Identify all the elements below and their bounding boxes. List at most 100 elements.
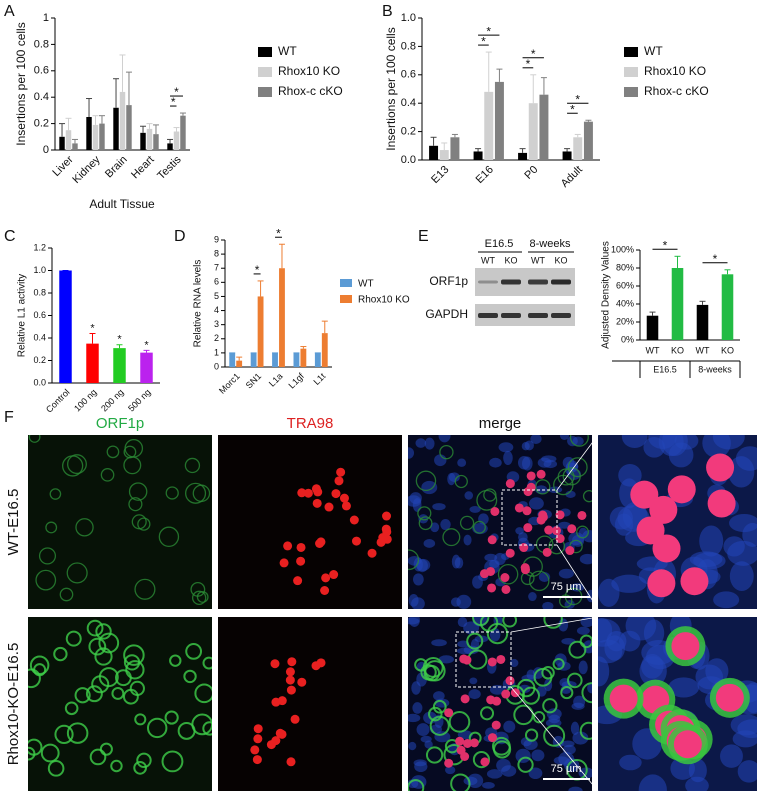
micrograph	[408, 435, 592, 609]
micrograph	[218, 617, 402, 791]
orf1p-cell	[528, 570, 550, 592]
x-tick-label: 500 ng	[126, 387, 153, 414]
bar	[583, 121, 593, 160]
orf1p-cell	[131, 514, 147, 530]
bar	[99, 123, 105, 150]
germ-cell	[334, 476, 344, 486]
germ-cell	[287, 657, 297, 667]
significance-label: *	[526, 57, 531, 71]
germ-cell	[487, 657, 497, 667]
orf1p-cell	[28, 746, 36, 761]
orf1p-cell	[158, 526, 180, 547]
germ-cell	[505, 676, 515, 686]
germ-cell	[303, 488, 313, 498]
micrograph-bg	[28, 435, 212, 609]
bar	[153, 134, 159, 150]
nucleus	[568, 786, 583, 791]
blot-band	[551, 279, 571, 285]
blot-lane-label: KO	[504, 255, 517, 265]
blot-lane-label: WT	[531, 255, 545, 265]
bar	[671, 268, 684, 340]
error-bar	[113, 78, 120, 108]
germ-cell	[286, 757, 296, 767]
orf1p-cell	[128, 482, 148, 501]
orf1p-cell	[85, 685, 103, 703]
error-bar	[257, 280, 264, 297]
orf1p-cell	[100, 468, 115, 482]
germ-cell	[505, 548, 515, 558]
nucleus	[413, 759, 427, 767]
germ-cell	[382, 527, 392, 537]
bar	[528, 103, 538, 160]
y-tick-label: 1	[43, 12, 49, 24]
germ-cell	[329, 570, 339, 580]
germ-cell	[285, 675, 295, 685]
error-bar	[674, 255, 681, 268]
error-bar	[649, 311, 656, 316]
germ-cell	[501, 689, 511, 699]
panel-letter: C	[4, 228, 16, 245]
nucleus	[408, 617, 420, 625]
error-bar	[92, 115, 99, 125]
nucleus	[720, 744, 743, 768]
orf1p-cell	[123, 644, 145, 666]
nucleus	[448, 472, 460, 483]
nucleus	[695, 664, 724, 690]
germ-cell	[500, 573, 510, 583]
germ-cell	[311, 484, 321, 494]
germ-cell	[567, 524, 577, 534]
nucleus	[412, 573, 424, 586]
orf1p-cell	[38, 547, 57, 565]
orf1p-cell	[535, 479, 551, 495]
bar	[300, 348, 307, 367]
germ-cell	[444, 708, 454, 718]
zoom-line	[510, 616, 599, 633]
channel-label: merge	[479, 415, 522, 432]
nucleus	[415, 438, 427, 448]
germ-cell	[320, 586, 330, 596]
legend-swatch	[258, 67, 272, 77]
nucleus	[412, 702, 423, 714]
error-bar	[564, 148, 571, 152]
nucleus	[579, 553, 592, 565]
nucleus	[457, 458, 467, 467]
micrograph	[408, 617, 592, 791]
y-tick-label: 7	[214, 263, 219, 273]
germ-cell	[367, 548, 377, 558]
germ-cell	[487, 535, 497, 545]
germ-cell	[707, 489, 736, 518]
germ-cell	[487, 583, 497, 593]
orf1p-cell	[59, 587, 74, 602]
germ-cell	[544, 525, 554, 535]
orf1p-cell	[125, 660, 145, 680]
germ-cell	[339, 493, 349, 503]
y-tick-label: 6	[214, 277, 219, 287]
y-axis-label: Insertions per 100 cells	[14, 22, 28, 145]
bar	[450, 137, 460, 160]
nucleus	[408, 447, 415, 459]
nucleus	[468, 689, 481, 700]
micrograph-bg	[28, 617, 212, 791]
nucleus	[509, 658, 519, 668]
orf1p-cell	[567, 672, 583, 689]
orf1p-cell	[88, 637, 107, 656]
bar	[439, 150, 449, 160]
germ-cell	[460, 694, 470, 704]
bar	[65, 130, 72, 150]
germ-cell	[253, 734, 263, 744]
panel-letter: E	[418, 228, 429, 245]
nucleus	[434, 454, 447, 467]
y-axis-label: Relative RNA levels	[193, 260, 204, 348]
orf1p-cell	[161, 750, 184, 773]
germ-cell	[706, 453, 735, 482]
germ-cell	[636, 516, 665, 545]
orf1p-cell	[533, 667, 553, 687]
orf1p-cell	[568, 640, 587, 659]
y-tick-label: 40%	[616, 298, 634, 308]
y-tick-label: 9	[214, 234, 219, 244]
nucleus	[521, 456, 533, 471]
nucleus	[463, 621, 480, 635]
nucleus	[456, 647, 473, 655]
bar	[293, 352, 300, 367]
